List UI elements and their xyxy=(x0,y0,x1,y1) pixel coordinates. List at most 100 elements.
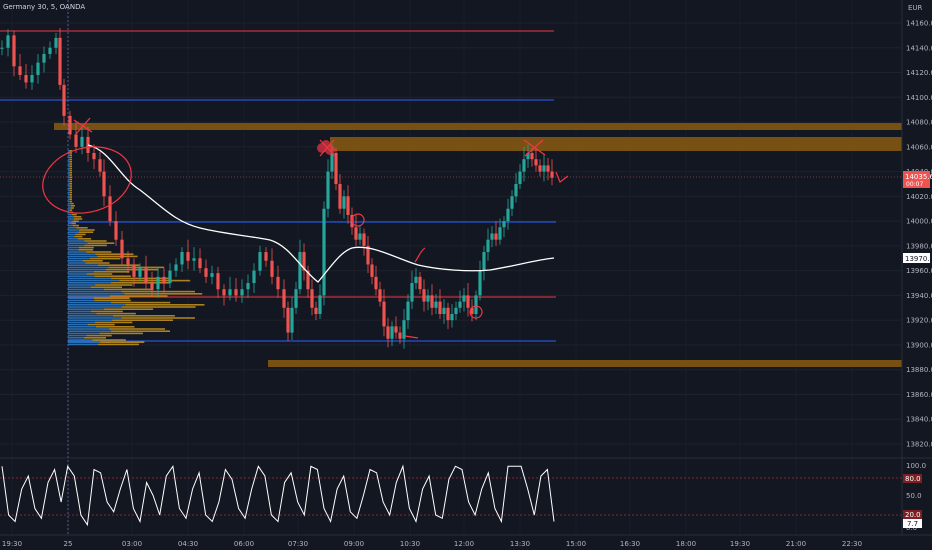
osc-tick-50: 50.0 xyxy=(906,492,922,500)
volume-bar-buy xyxy=(68,161,70,163)
candle-body xyxy=(264,252,268,261)
support-zone[interactable] xyxy=(268,360,902,367)
volume-bar-buy xyxy=(68,207,71,209)
volume-bar-sell xyxy=(69,191,72,194)
volume-bar-sell xyxy=(110,301,171,304)
candle-body xyxy=(522,159,526,172)
volume-bar-sell xyxy=(69,154,72,156)
ma-value-badge: 13970.2 xyxy=(903,253,932,263)
volume-bar-buy xyxy=(68,297,94,299)
volume-bar-buy xyxy=(68,205,71,207)
volume-bar-buy xyxy=(68,183,70,185)
volume-bar-sell xyxy=(71,222,76,225)
candle-body xyxy=(358,233,362,240)
price-tick-label: 13940.0 xyxy=(906,292,932,300)
volume-bar-buy xyxy=(68,233,76,236)
volume-bar-buy xyxy=(68,330,111,332)
candle-body xyxy=(186,252,190,261)
volume-bar-sell xyxy=(69,178,72,181)
price-tick-label: 13840.0 xyxy=(906,416,932,424)
volume-bar-sell xyxy=(124,293,203,295)
volume-profile[interactable] xyxy=(68,150,205,346)
price-axis[interactable]: 14160.0 14140.0 14120.0 14100.0 14080.0 14060… xyxy=(906,20,932,449)
candle-body xyxy=(126,258,130,265)
candle-body xyxy=(426,295,430,302)
volume-bar-sell xyxy=(125,304,205,306)
volume-bar-sell xyxy=(109,295,168,297)
volume-bar-sell xyxy=(90,286,122,288)
resistance-zone-lower[interactable] xyxy=(330,137,902,151)
time-tick-label: 09:00 xyxy=(344,540,364,548)
time-tick-label: 06:00 xyxy=(234,540,254,548)
candle-body xyxy=(474,295,478,314)
price-tick-label: 13900.0 xyxy=(906,341,932,349)
volume-bar-buy xyxy=(68,227,77,229)
candle-body xyxy=(282,289,286,308)
candle-body xyxy=(318,295,322,314)
volume-bar-sell xyxy=(103,288,154,291)
volume-bar-buy xyxy=(68,235,75,238)
candle-body xyxy=(414,276,418,284)
candle-body xyxy=(430,295,434,308)
volume-bar-sell xyxy=(74,235,83,238)
candle-body xyxy=(138,268,142,277)
volume-bar-sell xyxy=(103,308,154,310)
candle-body xyxy=(58,37,62,85)
volume-bar-buy xyxy=(68,238,78,240)
volume-bar-buy xyxy=(68,229,80,231)
candle-body xyxy=(370,264,374,277)
volume-bar-sell xyxy=(95,326,135,328)
time-tick-label: 03:00 xyxy=(122,540,142,548)
volume-bar-buy xyxy=(68,282,111,284)
candle-body xyxy=(24,75,28,83)
volume-bar-sell xyxy=(79,229,95,231)
volume-bar-buy xyxy=(68,271,94,273)
candle-body xyxy=(120,239,124,259)
volume-bar-buy xyxy=(68,253,96,255)
volume-bar-sell xyxy=(77,238,92,240)
candle-body xyxy=(322,208,326,296)
candle-body xyxy=(198,258,202,269)
volume-bar-sell xyxy=(97,255,138,258)
candlestick-series[interactable] xyxy=(0,27,554,349)
price-tick-label: 14160.0 xyxy=(906,20,932,28)
price-tick-label: 13820.0 xyxy=(906,441,932,449)
volume-bar-sell xyxy=(69,156,72,159)
volume-bar-buy xyxy=(68,319,113,321)
volume-bar-buy xyxy=(68,169,70,172)
volume-bar-sell xyxy=(94,299,131,302)
time-tick-label: 25 xyxy=(64,540,73,548)
candle-body xyxy=(174,264,178,271)
volume-bar-sell xyxy=(84,240,107,242)
candle-body xyxy=(314,307,318,314)
volume-bar-sell xyxy=(69,196,72,198)
candle-body xyxy=(326,171,330,209)
symbol-title[interactable]: Germany 30, 5, OANDA xyxy=(3,3,86,11)
price-tick-label: 14100.0 xyxy=(906,94,932,102)
candle-body xyxy=(102,171,106,197)
candle-body xyxy=(466,295,470,308)
resistance-zone-upper[interactable] xyxy=(54,123,902,130)
moving-average-line[interactable] xyxy=(87,144,555,283)
volume-bar-sell xyxy=(95,284,133,286)
volume-bar-sell xyxy=(73,216,82,218)
time-tick-label: 10:30 xyxy=(400,540,420,548)
volume-bar-buy xyxy=(68,174,70,176)
candle-body xyxy=(518,171,522,184)
volume-bar-buy xyxy=(68,273,87,275)
volume-bar-sell xyxy=(95,253,134,255)
volume-bar-sell xyxy=(94,275,131,277)
candle-body xyxy=(290,307,294,333)
current-price-label: 14035.6 xyxy=(905,173,932,181)
time-axis[interactable]: 19:30 25 03:00 04:30 06:00 07:30 09:00 10:30 12:… xyxy=(2,540,862,548)
volume-bar-buy xyxy=(68,242,88,244)
volume-bar-sell xyxy=(97,343,139,346)
volume-bar-sell xyxy=(91,310,123,313)
volume-bar-sell xyxy=(93,271,130,273)
volume-bar-sell xyxy=(87,323,115,326)
candle-body xyxy=(494,233,498,240)
svg-text:7.7: 7.7 xyxy=(907,520,918,528)
volume-bar-buy xyxy=(68,290,122,293)
oscillator-line[interactable] xyxy=(1,464,555,527)
